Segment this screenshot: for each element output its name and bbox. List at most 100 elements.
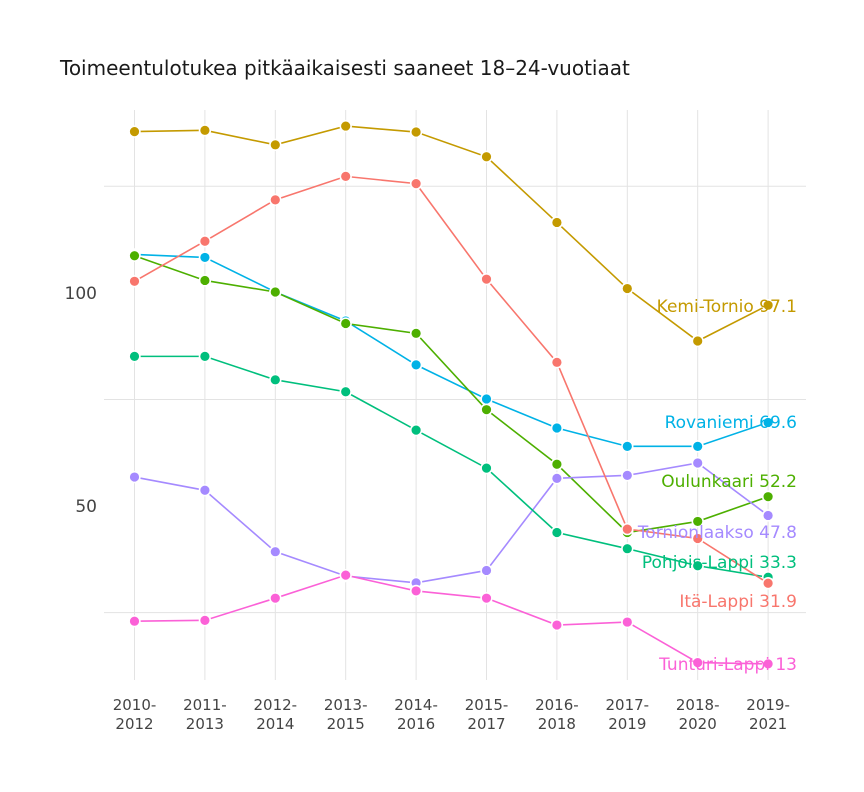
data-point bbox=[621, 282, 634, 295]
x-tick-label: 2018- bbox=[676, 696, 720, 714]
data-point bbox=[761, 657, 775, 671]
data-point bbox=[409, 177, 423, 190]
data-point bbox=[691, 559, 704, 572]
data-point bbox=[691, 456, 704, 470]
data-point bbox=[480, 403, 493, 416]
x-tick-label: 2014- bbox=[394, 696, 438, 714]
x-tick-label: 2013 bbox=[186, 715, 224, 733]
series-oulunkaari bbox=[128, 249, 775, 539]
data-point bbox=[691, 656, 704, 669]
data-point bbox=[409, 125, 423, 139]
series-line bbox=[134, 253, 769, 448]
data-point bbox=[128, 470, 141, 484]
data-point bbox=[339, 568, 352, 582]
data-point bbox=[198, 235, 212, 248]
x-tick-label: 2020 bbox=[679, 715, 717, 733]
data-point bbox=[761, 416, 775, 429]
series-it-lappi bbox=[128, 170, 775, 590]
data-point bbox=[339, 119, 352, 133]
data-point bbox=[339, 170, 352, 183]
data-point bbox=[198, 124, 212, 137]
series-rovaniemi bbox=[128, 248, 775, 453]
end-label: Tornionlaakso 47.8 bbox=[637, 523, 797, 543]
end-label: Itä-Lappi 31.9 bbox=[679, 592, 797, 612]
x-tick-label: 2017 bbox=[467, 715, 505, 733]
data-point bbox=[621, 469, 634, 482]
y-tick-label: 50 bbox=[75, 497, 97, 517]
data-point bbox=[128, 125, 141, 138]
x-tick-label: 2015 bbox=[327, 715, 365, 733]
series-line bbox=[134, 125, 769, 342]
data-point bbox=[550, 526, 564, 539]
data-point bbox=[198, 274, 212, 287]
data-point bbox=[198, 350, 212, 363]
data-point bbox=[269, 545, 282, 558]
data-point bbox=[691, 334, 704, 348]
series-kemi-tornio bbox=[128, 119, 775, 348]
chart-title: Toimeentulotukea pitkäaikaisesti saaneet… bbox=[60, 56, 630, 80]
data-point bbox=[339, 317, 352, 330]
data-point bbox=[550, 458, 564, 471]
x-tick-label: 2017- bbox=[606, 696, 650, 714]
data-point bbox=[550, 216, 564, 229]
data-point bbox=[480, 272, 493, 286]
data-point bbox=[480, 150, 493, 163]
series-line bbox=[134, 355, 769, 579]
data-point bbox=[409, 584, 423, 598]
x-tick-label: 2010- bbox=[113, 696, 157, 714]
data-point bbox=[269, 285, 282, 299]
data-point bbox=[198, 614, 212, 627]
data-point bbox=[480, 461, 493, 475]
data-point bbox=[761, 577, 775, 590]
data-point bbox=[198, 251, 212, 264]
data-point bbox=[621, 615, 634, 629]
data-point bbox=[621, 522, 634, 536]
end-label: Pohjois-Lappi 33.3 bbox=[642, 553, 797, 573]
series-line bbox=[134, 462, 769, 584]
data-point bbox=[480, 392, 493, 406]
x-tick-label: 2012 bbox=[115, 715, 153, 733]
x-tick-label: 2016- bbox=[535, 696, 579, 714]
data-point bbox=[691, 532, 704, 545]
data-point bbox=[761, 509, 775, 522]
end-label: Tunturi-Lappi 13 bbox=[658, 655, 797, 675]
x-tick-label: 2016 bbox=[397, 715, 435, 733]
data-point bbox=[409, 423, 423, 437]
end-label: Kemi-Tornio 97.1 bbox=[657, 297, 797, 317]
series-tornionlaakso bbox=[128, 456, 775, 590]
x-tick-label: 2015- bbox=[465, 696, 509, 714]
data-point bbox=[761, 490, 775, 503]
x-tick-label: 2018 bbox=[538, 715, 576, 733]
data-point bbox=[550, 618, 564, 632]
data-point bbox=[621, 542, 634, 555]
x-tick-label: 2019- bbox=[746, 696, 790, 714]
x-tick-label: 2014 bbox=[256, 715, 294, 733]
end-label: Rovaniemi 69.6 bbox=[665, 413, 797, 433]
data-point bbox=[128, 275, 141, 288]
x-tick-label: 2019 bbox=[608, 715, 646, 733]
series-tunturi-lappi bbox=[128, 568, 775, 671]
data-point bbox=[550, 472, 564, 485]
data-point bbox=[550, 356, 564, 369]
data-point bbox=[269, 193, 282, 207]
data-point bbox=[269, 373, 282, 387]
data-point bbox=[269, 138, 282, 152]
data-point bbox=[409, 358, 423, 372]
y-tick-label: 100 bbox=[65, 284, 97, 304]
series-line bbox=[134, 254, 769, 534]
data-point bbox=[128, 350, 141, 363]
data-point bbox=[339, 385, 352, 398]
x-tick-label: 2013- bbox=[324, 696, 368, 714]
end-label: Oulunkaari 52.2 bbox=[661, 472, 797, 492]
data-point bbox=[691, 515, 704, 528]
series-line bbox=[134, 574, 769, 665]
data-point bbox=[128, 249, 141, 262]
x-tick-label: 2011- bbox=[183, 696, 227, 714]
series-line bbox=[134, 175, 769, 584]
data-point bbox=[761, 298, 775, 312]
x-tick-label: 2021 bbox=[749, 715, 787, 733]
series-pohjois-lappi bbox=[128, 350, 775, 584]
data-point bbox=[128, 615, 141, 628]
x-tick-label: 2012- bbox=[254, 696, 298, 714]
